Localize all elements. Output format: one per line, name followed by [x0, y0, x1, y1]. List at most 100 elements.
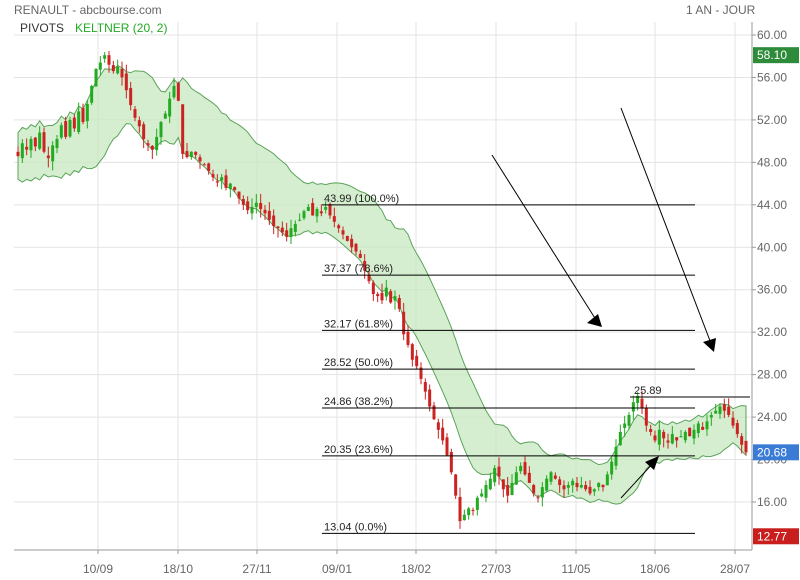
candle[interactable]: [644, 407, 648, 426]
candle[interactable]: [662, 431, 666, 439]
candle[interactable]: [42, 132, 46, 152]
candle[interactable]: [384, 287, 388, 297]
candle[interactable]: [146, 143, 150, 146]
candle[interactable]: [549, 472, 553, 482]
candle[interactable]: [597, 482, 601, 488]
candle[interactable]: [289, 228, 293, 238]
candle[interactable]: [670, 434, 674, 444]
candle[interactable]: [237, 191, 241, 199]
candle[interactable]: [688, 427, 692, 437]
candle[interactable]: [376, 294, 380, 297]
candle[interactable]: [475, 497, 479, 510]
candle[interactable]: [328, 204, 332, 216]
candle[interactable]: [215, 181, 219, 183]
candle[interactable]: [454, 474, 458, 496]
candle[interactable]: [653, 435, 657, 441]
candle[interactable]: [25, 146, 29, 150]
candle[interactable]: [722, 404, 726, 411]
candle[interactable]: [471, 509, 475, 511]
candle[interactable]: [696, 423, 700, 434]
candle[interactable]: [692, 429, 696, 439]
candle[interactable]: [436, 422, 440, 430]
candle[interactable]: [449, 452, 453, 473]
candle[interactable]: [224, 175, 228, 188]
candle[interactable]: [540, 487, 544, 498]
candle[interactable]: [367, 274, 371, 282]
candle[interactable]: [601, 484, 605, 488]
candle[interactable]: [740, 436, 744, 445]
candle[interactable]: [302, 211, 306, 219]
candle[interactable]: [194, 151, 198, 155]
candle[interactable]: [575, 482, 579, 488]
candle[interactable]: [631, 402, 635, 412]
candle[interactable]: [709, 414, 713, 418]
candle[interactable]: [64, 121, 68, 137]
candle[interactable]: [397, 297, 401, 309]
trend-arrow-2[interactable]: [620, 107, 713, 347]
candle[interactable]: [506, 485, 510, 496]
candle[interactable]: [120, 68, 124, 78]
candle[interactable]: [705, 421, 709, 430]
candle[interactable]: [584, 485, 588, 490]
candle[interactable]: [640, 398, 644, 409]
candle[interactable]: [81, 108, 85, 123]
period-label[interactable]: 1 AN - JOUR: [686, 3, 756, 17]
candle[interactable]: [94, 68, 98, 87]
candle[interactable]: [701, 426, 705, 430]
candle[interactable]: [107, 55, 111, 65]
candle[interactable]: [72, 117, 76, 129]
candle[interactable]: [558, 479, 562, 486]
candle[interactable]: [545, 478, 549, 491]
candle[interactable]: [51, 145, 55, 162]
candle[interactable]: [68, 119, 72, 137]
candle[interactable]: [532, 485, 536, 494]
candle[interactable]: [363, 261, 367, 271]
candle[interactable]: [419, 367, 423, 379]
candle[interactable]: [666, 440, 670, 443]
candle[interactable]: [77, 111, 81, 132]
candle[interactable]: [566, 485, 570, 488]
candle[interactable]: [480, 493, 484, 497]
candle[interactable]: [233, 187, 237, 190]
candle[interactable]: [415, 355, 419, 367]
candle[interactable]: [536, 497, 540, 499]
candle[interactable]: [358, 253, 362, 258]
candle[interactable]: [579, 485, 583, 488]
candle[interactable]: [246, 201, 250, 211]
pivots-indicator[interactable]: PIVOTS: [20, 21, 65, 35]
candle[interactable]: [142, 124, 146, 140]
candle[interactable]: [98, 62, 102, 70]
candle[interactable]: [90, 85, 94, 103]
candle[interactable]: [311, 203, 315, 216]
candle[interactable]: [562, 485, 566, 490]
candle[interactable]: [735, 423, 739, 435]
candle[interactable]: [137, 120, 141, 127]
candle[interactable]: [185, 151, 189, 158]
candle[interactable]: [393, 296, 397, 301]
candle[interactable]: [484, 485, 488, 498]
candle[interactable]: [150, 145, 154, 150]
candle[interactable]: [432, 405, 436, 420]
candle[interactable]: [341, 230, 345, 235]
candle[interactable]: [592, 489, 596, 492]
candle[interactable]: [627, 414, 631, 426]
candle[interactable]: [276, 226, 280, 229]
candle[interactable]: [493, 468, 497, 483]
candle[interactable]: [285, 230, 289, 237]
candle[interactable]: [497, 466, 501, 477]
candle[interactable]: [20, 143, 24, 159]
candle[interactable]: [501, 479, 505, 490]
candle[interactable]: [380, 292, 384, 301]
candle[interactable]: [155, 136, 159, 150]
candle[interactable]: [389, 291, 393, 303]
candle[interactable]: [727, 406, 731, 415]
candle[interactable]: [519, 465, 523, 472]
candle[interactable]: [85, 103, 89, 122]
candle[interactable]: [202, 164, 206, 166]
candle[interactable]: [172, 85, 176, 98]
candle[interactable]: [488, 478, 492, 490]
candle[interactable]: [731, 417, 735, 426]
candle[interactable]: [623, 423, 627, 428]
candle[interactable]: [103, 55, 107, 59]
candle[interactable]: [337, 225, 341, 229]
